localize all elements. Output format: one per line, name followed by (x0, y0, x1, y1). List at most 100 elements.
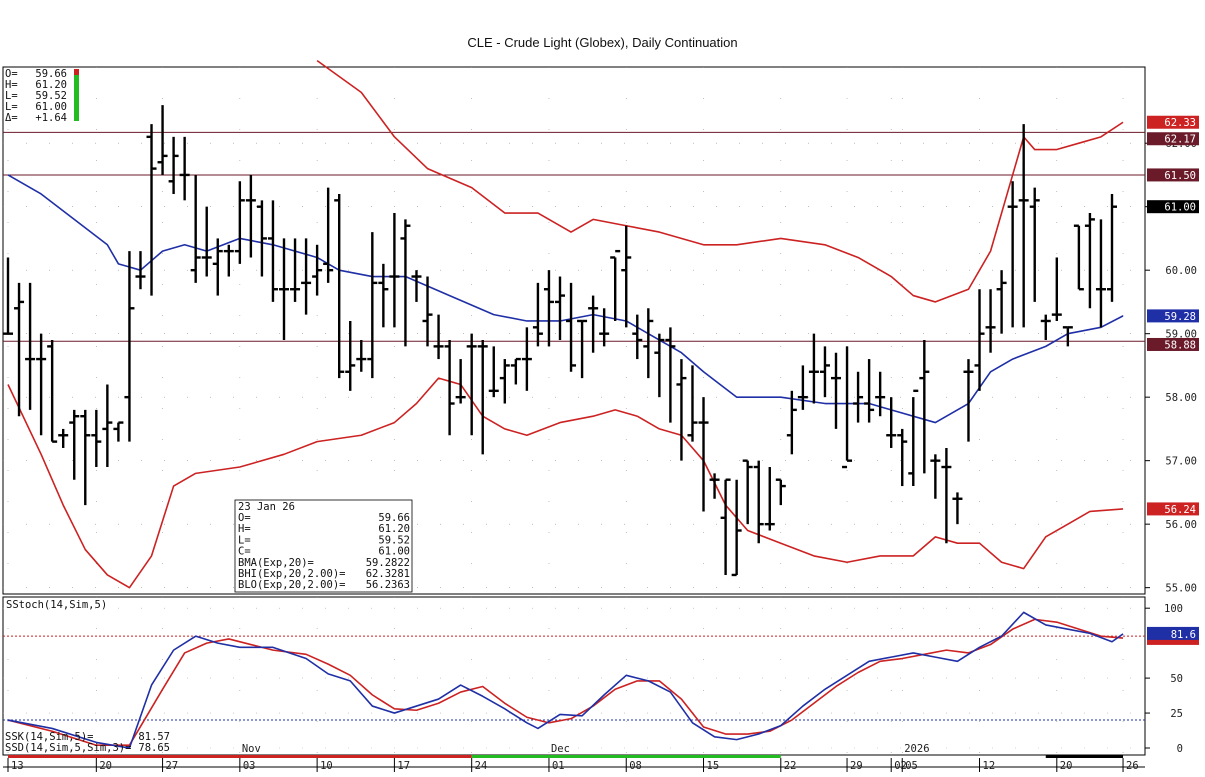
ohlc-bar (698, 397, 709, 512)
data-window-label: BHI(Exp,20,2.00)= (238, 568, 345, 580)
stochastic-tag-bg (1147, 626, 1199, 641)
date-tick-label: 29 (850, 760, 863, 772)
date-tick-label: 24 (475, 760, 488, 772)
price-tag-label: 59.28 (1164, 311, 1196, 323)
bollinger-bands (7, 60, 1124, 589)
ssd-line (7, 618, 1124, 747)
price-tick-label: 60.00 (1165, 265, 1197, 277)
data-window-label: H= (238, 523, 251, 535)
data-window-value: 61.20 (378, 523, 410, 535)
ohlc-bar (3, 257, 13, 335)
month-label: 2026 (904, 743, 929, 755)
price-tick-label: 58.00 (1165, 392, 1197, 404)
ohlc-bar (201, 206, 212, 277)
ohlc-bar (1018, 124, 1029, 328)
ohlc-bars (3, 105, 1117, 577)
data-window-value: 56.2363 (366, 579, 410, 591)
price-tag: 61.00 (1147, 200, 1199, 214)
ohlc-bar (897, 428, 908, 487)
date-tick-label: 17 (397, 760, 410, 772)
stochastic-tag-underline (1147, 639, 1199, 645)
ohlc-bar (312, 244, 323, 296)
ohlc-bar (389, 213, 400, 328)
price-tag-bg (1147, 337, 1199, 351)
ohlc-bar (25, 282, 36, 410)
ohlc-bar (875, 371, 886, 417)
price-tag: 61.50 (1147, 168, 1199, 182)
ohlc-bar (157, 105, 168, 175)
price-tick-label: 57.00 (1165, 456, 1197, 468)
date-tick-label: 02 (894, 760, 907, 772)
ohlc-bar (488, 346, 499, 398)
ohlc-bar (400, 219, 411, 347)
price-axis-tags: 62.33 62.17 61.50 61.00 59.28 58.88 56.24 (1147, 115, 1199, 516)
ohlc-bar (14, 282, 25, 417)
ohlc-bar (819, 346, 830, 398)
price-panel[interactable]: 55.0056.0057.0058.0059.0060.0061.0062.00… (2, 60, 1199, 595)
ohlc-bar (577, 319, 588, 379)
ohlc-bar (764, 467, 775, 531)
data-window-label: C= (238, 546, 251, 558)
upper-band-line (316, 60, 1124, 303)
ohlc-bar (720, 478, 731, 575)
ohlc-bar (974, 289, 985, 391)
date-tick-label: 01 (552, 760, 565, 772)
price-tag-bg (1147, 502, 1199, 516)
ohlc-bar (499, 359, 510, 404)
date-tick-label: 03 (243, 760, 256, 772)
price-tag-bg (1147, 200, 1199, 214)
price-tag-bg (1147, 309, 1199, 323)
ohlc-bar (455, 359, 466, 404)
stochastic-gridlines: SStoch(14,Sim,5) (3, 597, 1145, 755)
data-window-value: 59.52 (378, 534, 410, 546)
ohlc-bar (1051, 257, 1062, 321)
data-window: 23 Jan 26O= 59.66 H= 61.20 L= 59.52 C= 61.00 BMA… (234, 499, 413, 593)
lower-band-line (7, 377, 1124, 589)
price-tag-label: 61.00 (1164, 202, 1196, 214)
data-window-frame (234, 499, 413, 593)
ohlc-bar (886, 397, 897, 448)
readout-label: O= (5, 68, 18, 80)
ohlc-bar (466, 333, 477, 436)
price-tag-bg (1147, 115, 1199, 129)
stochastic-tick-label: 0 (1177, 743, 1183, 755)
ohlc-bar (179, 136, 190, 201)
ohlc-bar (797, 365, 808, 410)
ohlc-bar (477, 340, 488, 455)
ohlc-bar (532, 282, 543, 347)
ohlc-bar (80, 409, 91, 506)
ohlc-bar (378, 263, 389, 328)
stochastic-tag-label: 81.6 (1171, 629, 1196, 641)
ohlc-bar (687, 365, 698, 442)
ohlc-bar (930, 454, 941, 499)
ohlc-bar (742, 459, 753, 525)
ohlc-bar (47, 340, 58, 443)
stochastic-panel-frame (2, 596, 1146, 756)
ohlc-bar (356, 340, 367, 372)
ohlc-bar (676, 359, 687, 461)
date-tick-label: 05 (905, 760, 918, 772)
ohlc-bar (985, 289, 996, 353)
stochastic-readout-label: SSD(14,Sim,5,Sim,3)= (5, 742, 131, 754)
data-window-value: 59.2822 (366, 557, 410, 569)
ohlc-bar (588, 295, 599, 353)
ohlc-bar (1073, 224, 1084, 291)
date-tick-label: 12 (983, 760, 996, 772)
ohlc-bar (566, 282, 577, 372)
ohlc-bar (996, 270, 1007, 334)
ohlc-bar (135, 251, 146, 290)
price-tag: 58.88 (1147, 337, 1199, 351)
stochastic-axis-ticks: 0 25 50 100 (1145, 603, 1183, 755)
ohlc-bar (919, 340, 930, 474)
readout-label: L= (5, 101, 18, 113)
ohlc-bar (753, 460, 764, 544)
ohlc-bar (808, 333, 819, 404)
stochastic-panel[interactable]: SStoch(14,Sim,5) SSK(14,Sim,5)= 81.57 SSD(… (2, 596, 1199, 756)
ohlc-bar (555, 276, 565, 341)
ohlc-bar (267, 200, 278, 302)
ohlc-bar (842, 346, 853, 469)
ohlc-bar (952, 492, 963, 525)
activity-segment (1045, 755, 1124, 758)
